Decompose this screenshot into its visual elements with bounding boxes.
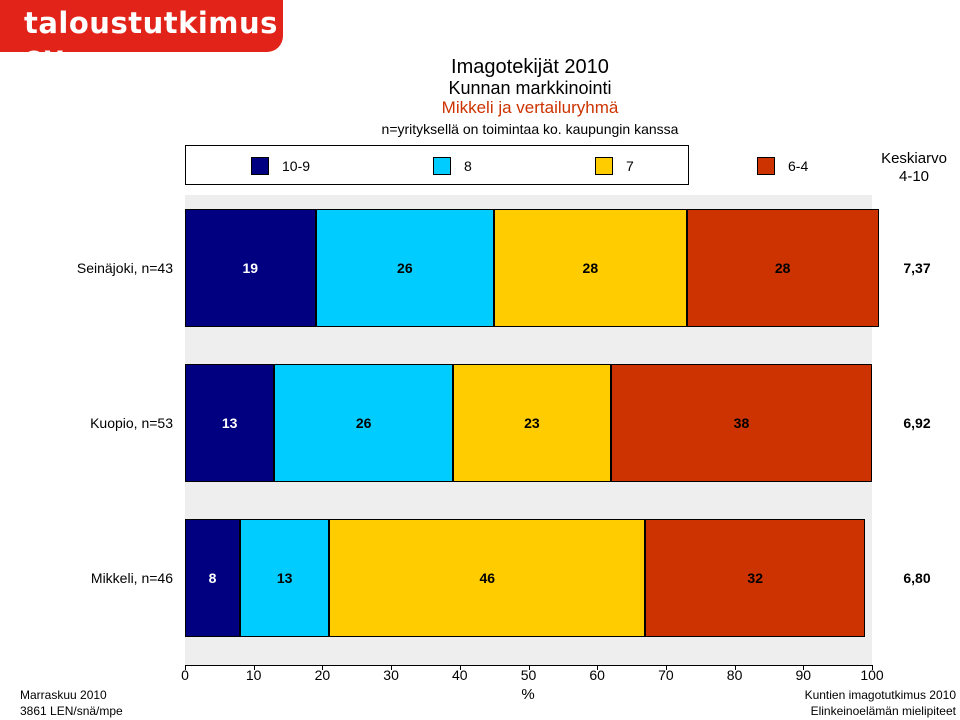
bar-segment bbox=[185, 364, 275, 482]
x-tick bbox=[872, 665, 873, 670]
average-value: 6,80 bbox=[903, 570, 931, 586]
footer-code: 3861 LEN/snä/mpe bbox=[20, 704, 123, 718]
x-tick-label: 20 bbox=[314, 667, 331, 683]
chart-subtitle: Kunnan markkinointi bbox=[448, 78, 612, 98]
bar-segment bbox=[274, 364, 453, 482]
x-tick bbox=[803, 665, 805, 670]
bar-value-label: 13 bbox=[221, 415, 238, 431]
chart-title: Imagotekijät 2010 bbox=[451, 56, 609, 78]
x-tick bbox=[185, 665, 186, 670]
chart-sample-note: n=yrityksellä on toimintaa ko. kaupungin… bbox=[381, 121, 679, 137]
bar-value-label: 28 bbox=[582, 260, 599, 276]
bar-value-label: 13 bbox=[276, 570, 293, 586]
x-tick bbox=[253, 665, 255, 670]
x-tick-label: 0 bbox=[181, 667, 189, 683]
footer-left: Marraskuu 2010 3861 LEN/snä/mpe bbox=[20, 687, 123, 719]
x-tick-label: 100 bbox=[860, 667, 884, 683]
bar-segment bbox=[686, 209, 879, 327]
bar-value-label: 28 bbox=[774, 260, 791, 276]
x-tick bbox=[528, 665, 530, 670]
bar-value-label: 32 bbox=[747, 570, 763, 586]
x-tick bbox=[734, 665, 736, 670]
bar-segment bbox=[185, 519, 240, 637]
x-tick bbox=[665, 665, 667, 670]
x-tick bbox=[391, 665, 393, 670]
x-tick bbox=[459, 665, 461, 670]
category-label: Seinäjoki, n=43 bbox=[76, 260, 173, 276]
bar-segment bbox=[494, 209, 687, 327]
x-tick-label: 90 bbox=[795, 667, 812, 683]
bar-segment bbox=[452, 364, 611, 482]
logo-text: taloustutkimus oy bbox=[24, 6, 278, 74]
bar-segment bbox=[315, 209, 495, 327]
x-tick-label: 30 bbox=[383, 667, 399, 683]
legend-swatch-4 bbox=[757, 157, 775, 175]
bar-value-label: 26 bbox=[397, 260, 413, 276]
bar-segment bbox=[185, 209, 316, 327]
x-tick-label: 80 bbox=[726, 667, 743, 683]
bar-segment bbox=[610, 364, 872, 482]
category-label: Kuopio, n=53 bbox=[90, 415, 173, 431]
x-tick-label: 70 bbox=[658, 667, 674, 683]
x-axis-title: % bbox=[521, 686, 535, 703]
bar-value-label: 23 bbox=[524, 415, 540, 431]
footer-study: Kuntien imagotutkimus 2010 bbox=[804, 688, 956, 702]
legend-swatch-1 bbox=[251, 157, 269, 175]
x-tick bbox=[597, 665, 599, 670]
bar-value-label: 46 bbox=[479, 570, 496, 586]
bar-segment bbox=[645, 519, 866, 637]
footer-date: Marraskuu 2010 bbox=[20, 688, 107, 702]
x-tick bbox=[322, 665, 324, 670]
legend-label-4: 6-4 bbox=[788, 158, 809, 174]
bar-value-label: 19 bbox=[242, 260, 259, 276]
legend-label-2: 8 bbox=[464, 158, 472, 174]
average-value: 6,92 bbox=[903, 415, 931, 431]
chart-titles: Imagotekijät 2010 Kunnan markkinointi Mi… bbox=[300, 56, 760, 139]
bar-value-label: 26 bbox=[355, 415, 372, 431]
bar-value-label: 38 bbox=[733, 415, 750, 431]
bar-segment bbox=[239, 519, 330, 637]
category-label: Mikkeli, n=46 bbox=[90, 570, 173, 586]
footer-topic: Elinkeinoelämän mielipiteet bbox=[810, 704, 956, 718]
x-tick-label: 60 bbox=[589, 667, 605, 683]
chart-legend: 10-9 8 7 6-4 bbox=[185, 145, 808, 185]
x-tick-label: 10 bbox=[245, 667, 262, 683]
average-header: Keskiarvo 4-10 bbox=[868, 150, 960, 186]
average-value: 7,37 bbox=[903, 260, 931, 276]
bar-segment bbox=[329, 519, 646, 637]
footer-right: Kuntien imagotutkimus 2010 Elinkeinoeläm… bbox=[805, 687, 956, 719]
chart-subtitle-group: Mikkeli ja vertailuryhmä bbox=[441, 98, 619, 117]
legend-label-1: 10-9 bbox=[282, 158, 311, 174]
average-header-label: Keskiarvo bbox=[881, 150, 947, 167]
average-header-scale: 4-10 bbox=[898, 168, 930, 185]
x-tick-label: 50 bbox=[520, 667, 537, 683]
legend-swatch-2 bbox=[433, 157, 451, 175]
legend-label-3: 7 bbox=[626, 158, 634, 174]
legend-swatch-3 bbox=[595, 157, 613, 175]
bar-value-label: 8 bbox=[208, 570, 217, 586]
logo: taloustutkimus oy bbox=[0, 0, 283, 74]
x-tick-label: 40 bbox=[452, 667, 468, 683]
